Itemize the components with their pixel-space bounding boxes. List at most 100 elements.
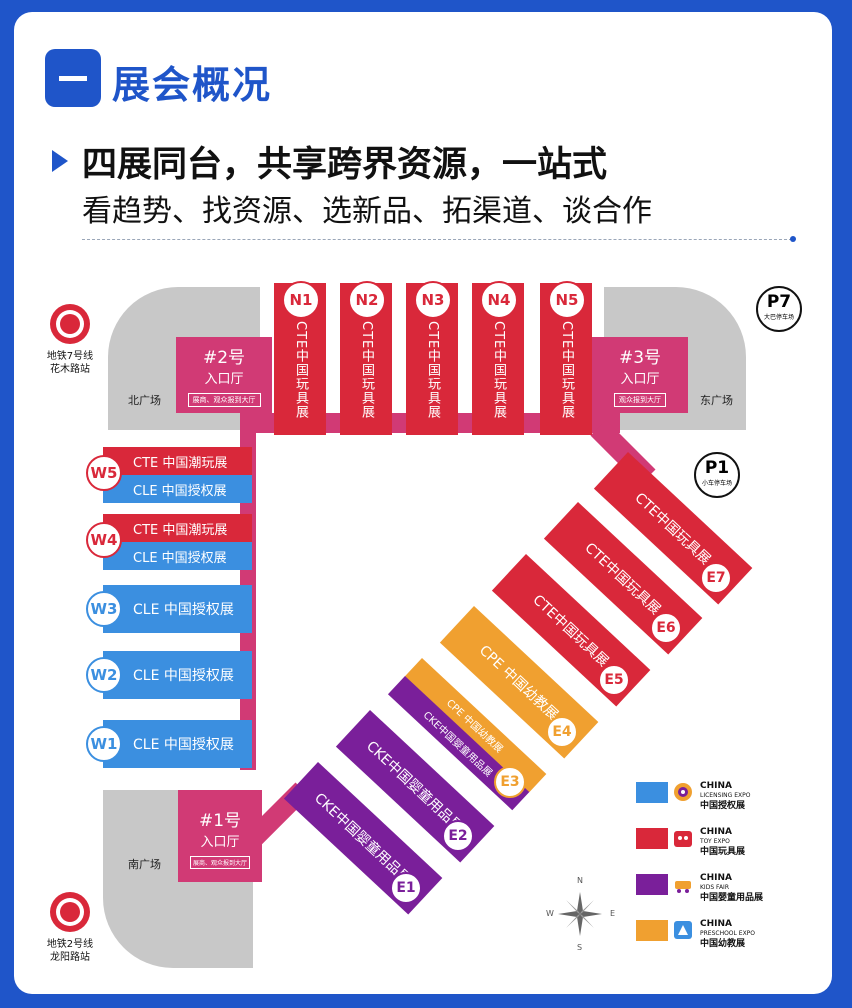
legend-swatch-preschool — [636, 920, 668, 941]
hall-n1-label: CTE中国玩具展 — [293, 321, 308, 420]
hall-n1[interactable]: N1 CTE中国玩具展 — [274, 281, 326, 435]
metro-south-station: 龙阳路站 — [50, 952, 90, 963]
hall-w5-id: W5 — [86, 455, 122, 491]
hall-e1-id: E1 — [390, 872, 422, 904]
south-plaza-label: 南广场 — [128, 858, 161, 871]
legend-licensing-en: LICENSING EXPO — [700, 792, 751, 799]
section-title: 展会概况 — [112, 63, 273, 107]
parking-p7[interactable]: P7 大巴停车场 — [756, 286, 802, 332]
hall-n1-id: N1 — [282, 281, 320, 319]
divider — [82, 239, 792, 240]
legend-kids-en: KIDS FAIR — [700, 884, 729, 891]
preschool-logo-icon — [672, 919, 694, 941]
legend-licensing-cn: 中国授权展 — [700, 801, 746, 811]
hall-n2[interactable]: N2 CTE中国玩具展 — [340, 281, 392, 435]
kids-logo-icon — [672, 873, 694, 895]
legend-swatch-licensing — [636, 782, 668, 803]
hall-e4-id: E4 — [546, 716, 578, 748]
legend-licensing-text: CHINA LICENSING EXPO 中国授权展 — [700, 781, 750, 811]
metro-north-text: 地铁7号线 花木路站 — [30, 350, 110, 376]
parking-p1-label: 小车停车场 — [701, 480, 732, 487]
hall-e6-id: E6 — [650, 612, 682, 644]
section-number-dash — [59, 76, 87, 81]
legend-toy-text: CHINA TOY EXPO 中国玩具展 — [700, 827, 745, 857]
licensing-logo-icon — [672, 781, 694, 803]
hall-n4-id: N4 — [480, 281, 518, 319]
metro-north-line: 地铁7号线 — [46, 351, 94, 362]
legend-preschool-text: CHINA PRESCHOOL EXPO 中国幼教展 — [700, 919, 755, 949]
hall-w4-row-2[interactable]: CLE 中国授权展 — [103, 542, 252, 570]
headline: 四展同台，共享跨界资源，一站式 — [82, 145, 608, 185]
lobby-1-note: 展商、观众报到大厅 — [189, 856, 250, 869]
parking-p1-id: P1 — [704, 458, 730, 478]
compass-rose-icon: N S W E — [546, 876, 615, 952]
legend-kids-cn: 中国婴童用品展 — [700, 893, 764, 903]
hall-w1-row-1[interactable]: CLE 中国授权展 — [103, 720, 252, 768]
metro-south-text: 地铁2号线 龙阳路站 — [30, 938, 110, 964]
legend-preschool-en: PRESCHOOL EXPO — [700, 930, 756, 937]
hall-e7-id: E7 — [700, 562, 732, 594]
legend-toy-en: TOY EXPO — [700, 838, 730, 845]
lobby-1: #1号 入口厅 展商、观众报到大厅 — [178, 790, 262, 882]
hall-w2-id: W2 — [86, 657, 122, 693]
hall-w3-row-1[interactable]: CLE 中国授权展 — [103, 585, 252, 633]
lobby-3-sub: 入口厅 — [620, 372, 660, 387]
hall-w1-id: W1 — [86, 726, 122, 762]
hall-e5-id: E5 — [598, 664, 630, 696]
compass-w: W — [546, 909, 554, 918]
subline: 看趋势、找资源、选新品、拓渠道、谈合作 — [82, 194, 652, 229]
lobby-2: #2号 入口厅 展商、观众报到大厅 — [176, 337, 272, 413]
hall-w4-row-1[interactable]: CTE 中国潮玩展 — [103, 514, 252, 542]
metro-north-station: 花木路站 — [50, 364, 90, 375]
toy-logo-icon — [672, 827, 694, 849]
metro-icon-south — [50, 892, 90, 932]
hall-n5[interactable]: N5 CTE中国玩具展 — [540, 281, 592, 435]
hall-n5-label: CTE中国玩具展 — [559, 321, 574, 420]
parking-p7-id: P7 — [766, 292, 792, 312]
lobby-3-name: #3号 — [618, 348, 662, 368]
lobby-1-sub: 入口厅 — [200, 835, 240, 850]
east-plaza-label: 东广场 — [700, 394, 733, 407]
lobby-3-note: 观众报到大厅 — [614, 393, 666, 407]
legend-preschool-title: CHINA — [700, 919, 732, 929]
section-badge — [45, 49, 101, 107]
hall-w5-row-1[interactable]: CTE 中国潮玩展 — [103, 447, 252, 475]
hall-n3-id: N3 — [414, 281, 452, 319]
compass-e: E — [610, 909, 616, 918]
hall-n3-label: CTE中国玩具展 — [425, 321, 440, 420]
parking-p1[interactable]: P1 小车停车场 — [694, 452, 740, 498]
legend-kids-text: CHINA KIDS FAIR 中国婴童用品展 — [700, 873, 763, 903]
legend-preschool-cn: 中国幼教展 — [700, 939, 746, 949]
lobby-2-sub: 入口厅 — [204, 372, 244, 387]
legend-toy-cn: 中国玩具展 — [700, 847, 746, 857]
lobby-2-name: #2号 — [202, 348, 246, 368]
bullet-triangle-icon — [52, 150, 68, 172]
hall-w4-id: W4 — [86, 522, 122, 558]
hall-n2-label: CTE中国玩具展 — [359, 321, 374, 420]
lobby-3: #3号 入口厅 观众报到大厅 — [592, 337, 688, 413]
hall-n5-id: N5 — [548, 281, 586, 319]
compass-n: N — [577, 876, 583, 885]
lobby-2-note: 展商、观众报到大厅 — [187, 393, 261, 407]
legend-swatch-kids — [636, 874, 668, 895]
parking-p7-label: 大巴停车场 — [763, 314, 794, 321]
metro-icon-north — [50, 304, 90, 344]
hall-w2-row-1[interactable]: CLE 中国授权展 — [103, 651, 252, 699]
hall-e3-id: E3 — [494, 766, 526, 798]
hall-n4[interactable]: N4 CTE中国玩具展 — [472, 281, 524, 435]
lobby-1-name: #1号 — [198, 811, 242, 831]
compass-s: S — [577, 943, 583, 952]
hall-e2-id: E2 — [442, 820, 474, 852]
hall-w5-row-2[interactable]: CLE 中国授权展 — [103, 475, 252, 503]
hall-n3[interactable]: N3 CTE中国玩具展 — [406, 281, 458, 435]
hall-w3-id: W3 — [86, 591, 122, 627]
legend-toy-title: CHINA — [700, 827, 732, 837]
hall-n2-id: N2 — [348, 281, 386, 319]
metro-south-line: 地铁2号线 — [46, 939, 94, 950]
divider-dot — [790, 236, 796, 242]
legend-kids-title: CHINA — [700, 873, 732, 883]
legend-swatch-toy — [636, 828, 668, 849]
legend-licensing-title: CHINA — [700, 781, 732, 791]
hall-n4-label: CTE中国玩具展 — [491, 321, 506, 420]
north-plaza-label: 北广场 — [128, 394, 161, 407]
